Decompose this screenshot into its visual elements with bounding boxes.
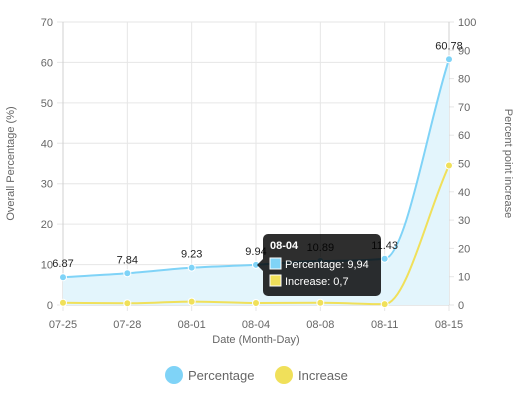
- increase-point[interactable]: [380, 300, 389, 309]
- x-tick-label: 08-15: [435, 319, 463, 331]
- tooltip-line: Percentage: 9,94: [285, 259, 369, 271]
- x-tick-label: 08-04: [242, 319, 270, 331]
- y-axis-left-title: Overall Percentage (%): [5, 106, 17, 220]
- area-fill: [63, 59, 449, 305]
- legend-label-increase: Increase: [298, 368, 348, 383]
- y-axis-right-title: Percent point increase: [502, 109, 514, 218]
- percentage-point[interactable]: [380, 254, 389, 263]
- legend-item-percentage[interactable]: Percentage: [165, 366, 255, 384]
- y-right-tick-label: 70: [458, 102, 470, 114]
- increase-point[interactable]: [445, 161, 453, 170]
- y-right-tick-label: 30: [458, 215, 470, 227]
- y-right-tick-label: 90: [458, 45, 470, 57]
- y-right-tick-label: 0: [458, 300, 464, 312]
- y-right-tick-label: 100: [458, 17, 476, 29]
- percentage-data-label: 60.78: [435, 40, 463, 52]
- y-left-tick-label: 10: [41, 260, 53, 272]
- percentage-data-label: 9.94: [245, 246, 266, 258]
- y-right-tick-label: 20: [458, 243, 470, 255]
- x-tick-label: 07-28: [113, 319, 141, 331]
- tooltip-caret: [257, 259, 263, 271]
- increase-point[interactable]: [123, 299, 132, 308]
- legend-label-percentage: Percentage: [188, 368, 255, 383]
- legend-swatch-percentage: [165, 366, 183, 384]
- x-tick-label: 07-25: [49, 319, 77, 331]
- axes: Overall Percentage (%) Percent point inc…: [5, 17, 514, 346]
- tooltip-swatch-increase: [269, 274, 282, 287]
- percentage-point[interactable]: [59, 273, 67, 282]
- x-tick-label: 08-11: [371, 319, 398, 331]
- y-left-tick-label: 30: [41, 179, 53, 191]
- increase-point[interactable]: [59, 298, 67, 307]
- y-left-tick-label: 70: [41, 17, 53, 29]
- y-left-tick-label: 50: [41, 98, 53, 110]
- percentage-area: [63, 59, 449, 305]
- y-right-tick-label: 40: [458, 187, 470, 199]
- percentage-point[interactable]: [187, 263, 196, 272]
- percentage-data-label: 9.23: [181, 249, 202, 261]
- y-left-tick-label: 0: [47, 300, 53, 312]
- increase-point[interactable]: [252, 299, 260, 308]
- y-left-tick-label: 20: [41, 219, 53, 231]
- x-tick-label: 08-08: [306, 319, 334, 331]
- y-right-tick-label: 50: [458, 159, 470, 171]
- tooltip-title: 08-04: [270, 240, 299, 252]
- y-right-tick-label: 80: [458, 74, 470, 86]
- legend-swatch-increase: [275, 366, 293, 384]
- percentage-data-label: 7.84: [117, 254, 138, 266]
- y-left-tick-label: 40: [41, 138, 53, 150]
- increase-point[interactable]: [316, 298, 325, 307]
- tooltip-swatch-percentage: [269, 257, 282, 270]
- y-right-tick-label: 10: [458, 272, 470, 284]
- x-axis-title: Date (Month-Day): [212, 334, 299, 346]
- percentage-data-label: 6.87: [52, 258, 73, 270]
- legend[interactable]: Percentage Increase: [165, 366, 348, 384]
- tooltip: 08-04 Percentage: 9,94 Increase: 0,7: [257, 234, 381, 296]
- increase-point[interactable]: [187, 297, 196, 306]
- legend-item-increase[interactable]: Increase: [275, 366, 348, 384]
- y-left-tick-label: 60: [41, 57, 53, 69]
- x-tick-label: 08-01: [178, 319, 206, 331]
- tooltip-box: [263, 234, 381, 296]
- y-right-tick-label: 60: [458, 130, 470, 142]
- percentage-point[interactable]: [123, 269, 132, 278]
- tooltip-line: Increase: 0,7: [285, 276, 349, 288]
- percentage-point[interactable]: [445, 55, 453, 64]
